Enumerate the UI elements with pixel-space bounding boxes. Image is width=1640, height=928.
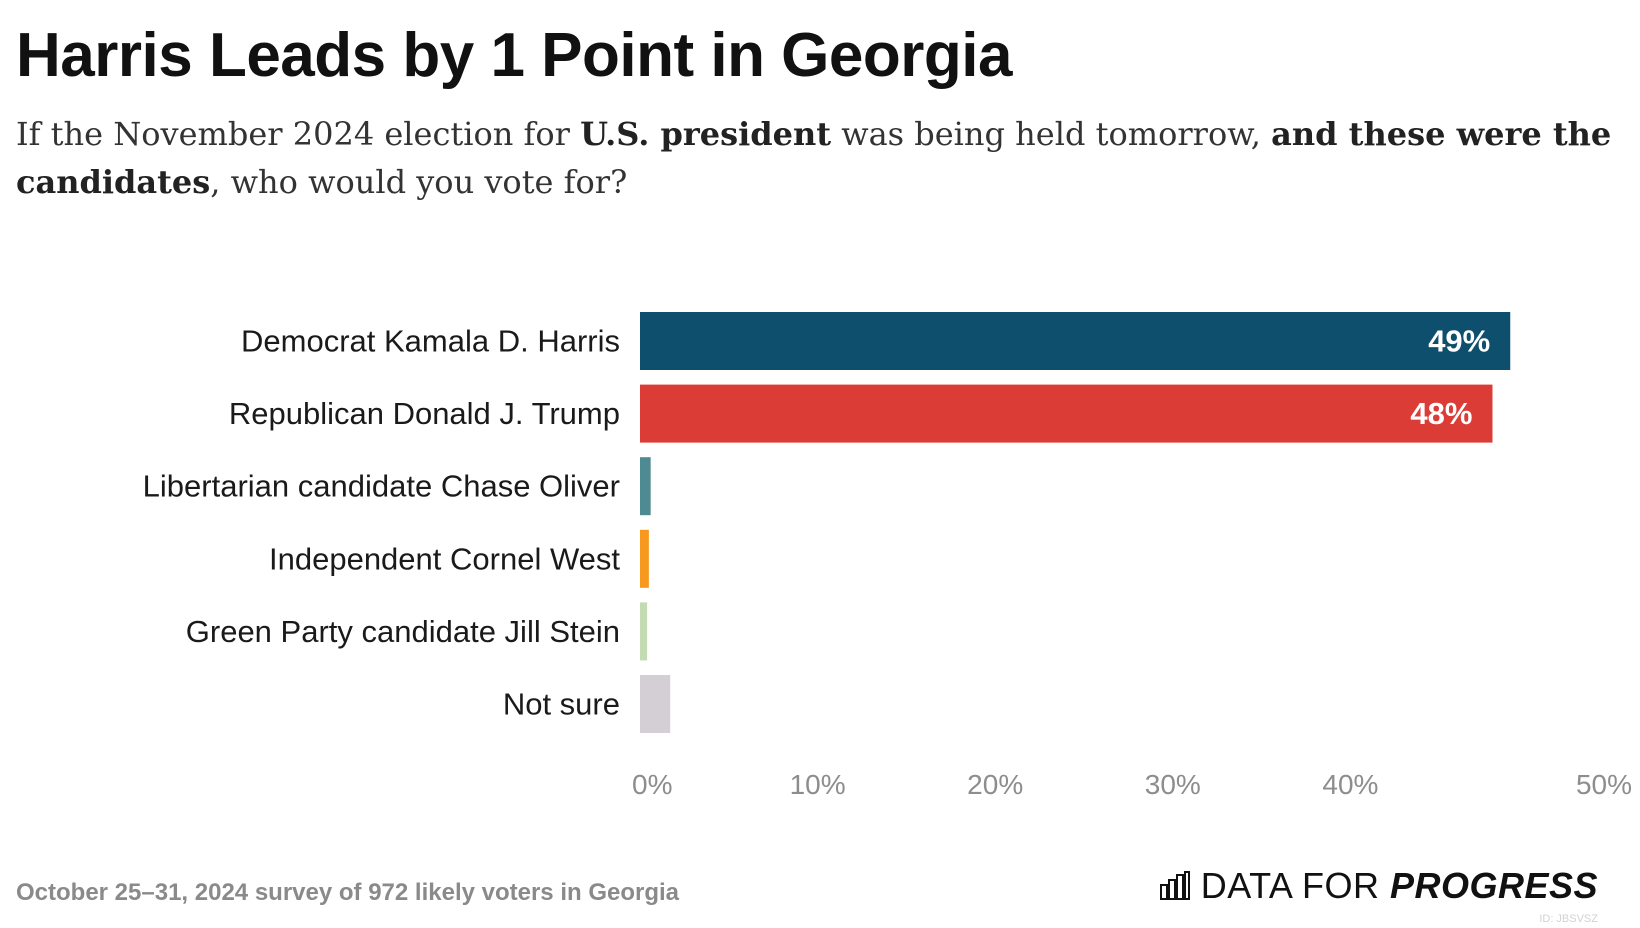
x-tick-label: 50% bbox=[1576, 769, 1632, 800]
bar bbox=[640, 675, 671, 733]
x-tick-label: 30% bbox=[1145, 769, 1201, 800]
subtitle-emphasis: and these were the candidates bbox=[16, 115, 1612, 201]
data-for-progress-logo: DATA FOR PROGRESS bbox=[1159, 866, 1598, 906]
bar-group: Democrat Kamala D. Harris 49% Republican D… bbox=[143, 312, 1511, 733]
logo-text: DATA FOR PROGRESS bbox=[1201, 866, 1598, 906]
logo-text-light: DATA FOR bbox=[1200, 865, 1390, 906]
bar bbox=[640, 312, 1511, 370]
chart-subtitle: If the November 2024 election for U.S. p… bbox=[16, 110, 1616, 206]
bar bbox=[640, 602, 648, 661]
x-tick-label: 40% bbox=[1322, 769, 1378, 800]
subtitle-emphasis: U.S. president bbox=[580, 115, 832, 153]
category-label: Democrat Kamala D. Harris bbox=[241, 324, 620, 359]
data-label: 49% bbox=[1428, 324, 1490, 359]
data-label: 48% bbox=[1410, 396, 1472, 431]
chart-title: Harris Leads by 1 Point in Georgia bbox=[16, 21, 1012, 90]
bar bbox=[640, 457, 651, 516]
bar-chart-icon bbox=[1159, 871, 1191, 901]
category-label: Not sure bbox=[503, 687, 620, 722]
logo-text-bold: PROGRESS bbox=[1389, 865, 1598, 906]
chart-id: ID: JBSVSZ bbox=[1539, 913, 1598, 925]
survey-note: October 25–31, 2024 survey of 972 likely… bbox=[16, 879, 680, 906]
category-label: Republican Donald J. Trump bbox=[229, 396, 620, 431]
subtitle-text: , who would you vote for? bbox=[210, 163, 628, 201]
x-tick-label: 0% bbox=[632, 769, 672, 800]
subtitle-text: was being held tomorrow, bbox=[831, 115, 1272, 153]
subtitle-text: If the November 2024 election for bbox=[16, 115, 581, 153]
category-label: Green Party candidate Jill Stein bbox=[186, 614, 620, 649]
category-label: Libertarian candidate Chase Oliver bbox=[143, 469, 620, 504]
x-axis: 0% 10% 20% 30% 40% 50% bbox=[632, 769, 1632, 800]
x-tick-label: 10% bbox=[790, 769, 846, 800]
bar bbox=[640, 384, 1493, 443]
x-tick-label: 20% bbox=[967, 769, 1023, 800]
bar-chart: Democrat Kamala D. Harris 49% Republican D… bbox=[143, 312, 1632, 800]
bar bbox=[640, 529, 649, 588]
category-label: Independent Cornel West bbox=[269, 541, 620, 576]
